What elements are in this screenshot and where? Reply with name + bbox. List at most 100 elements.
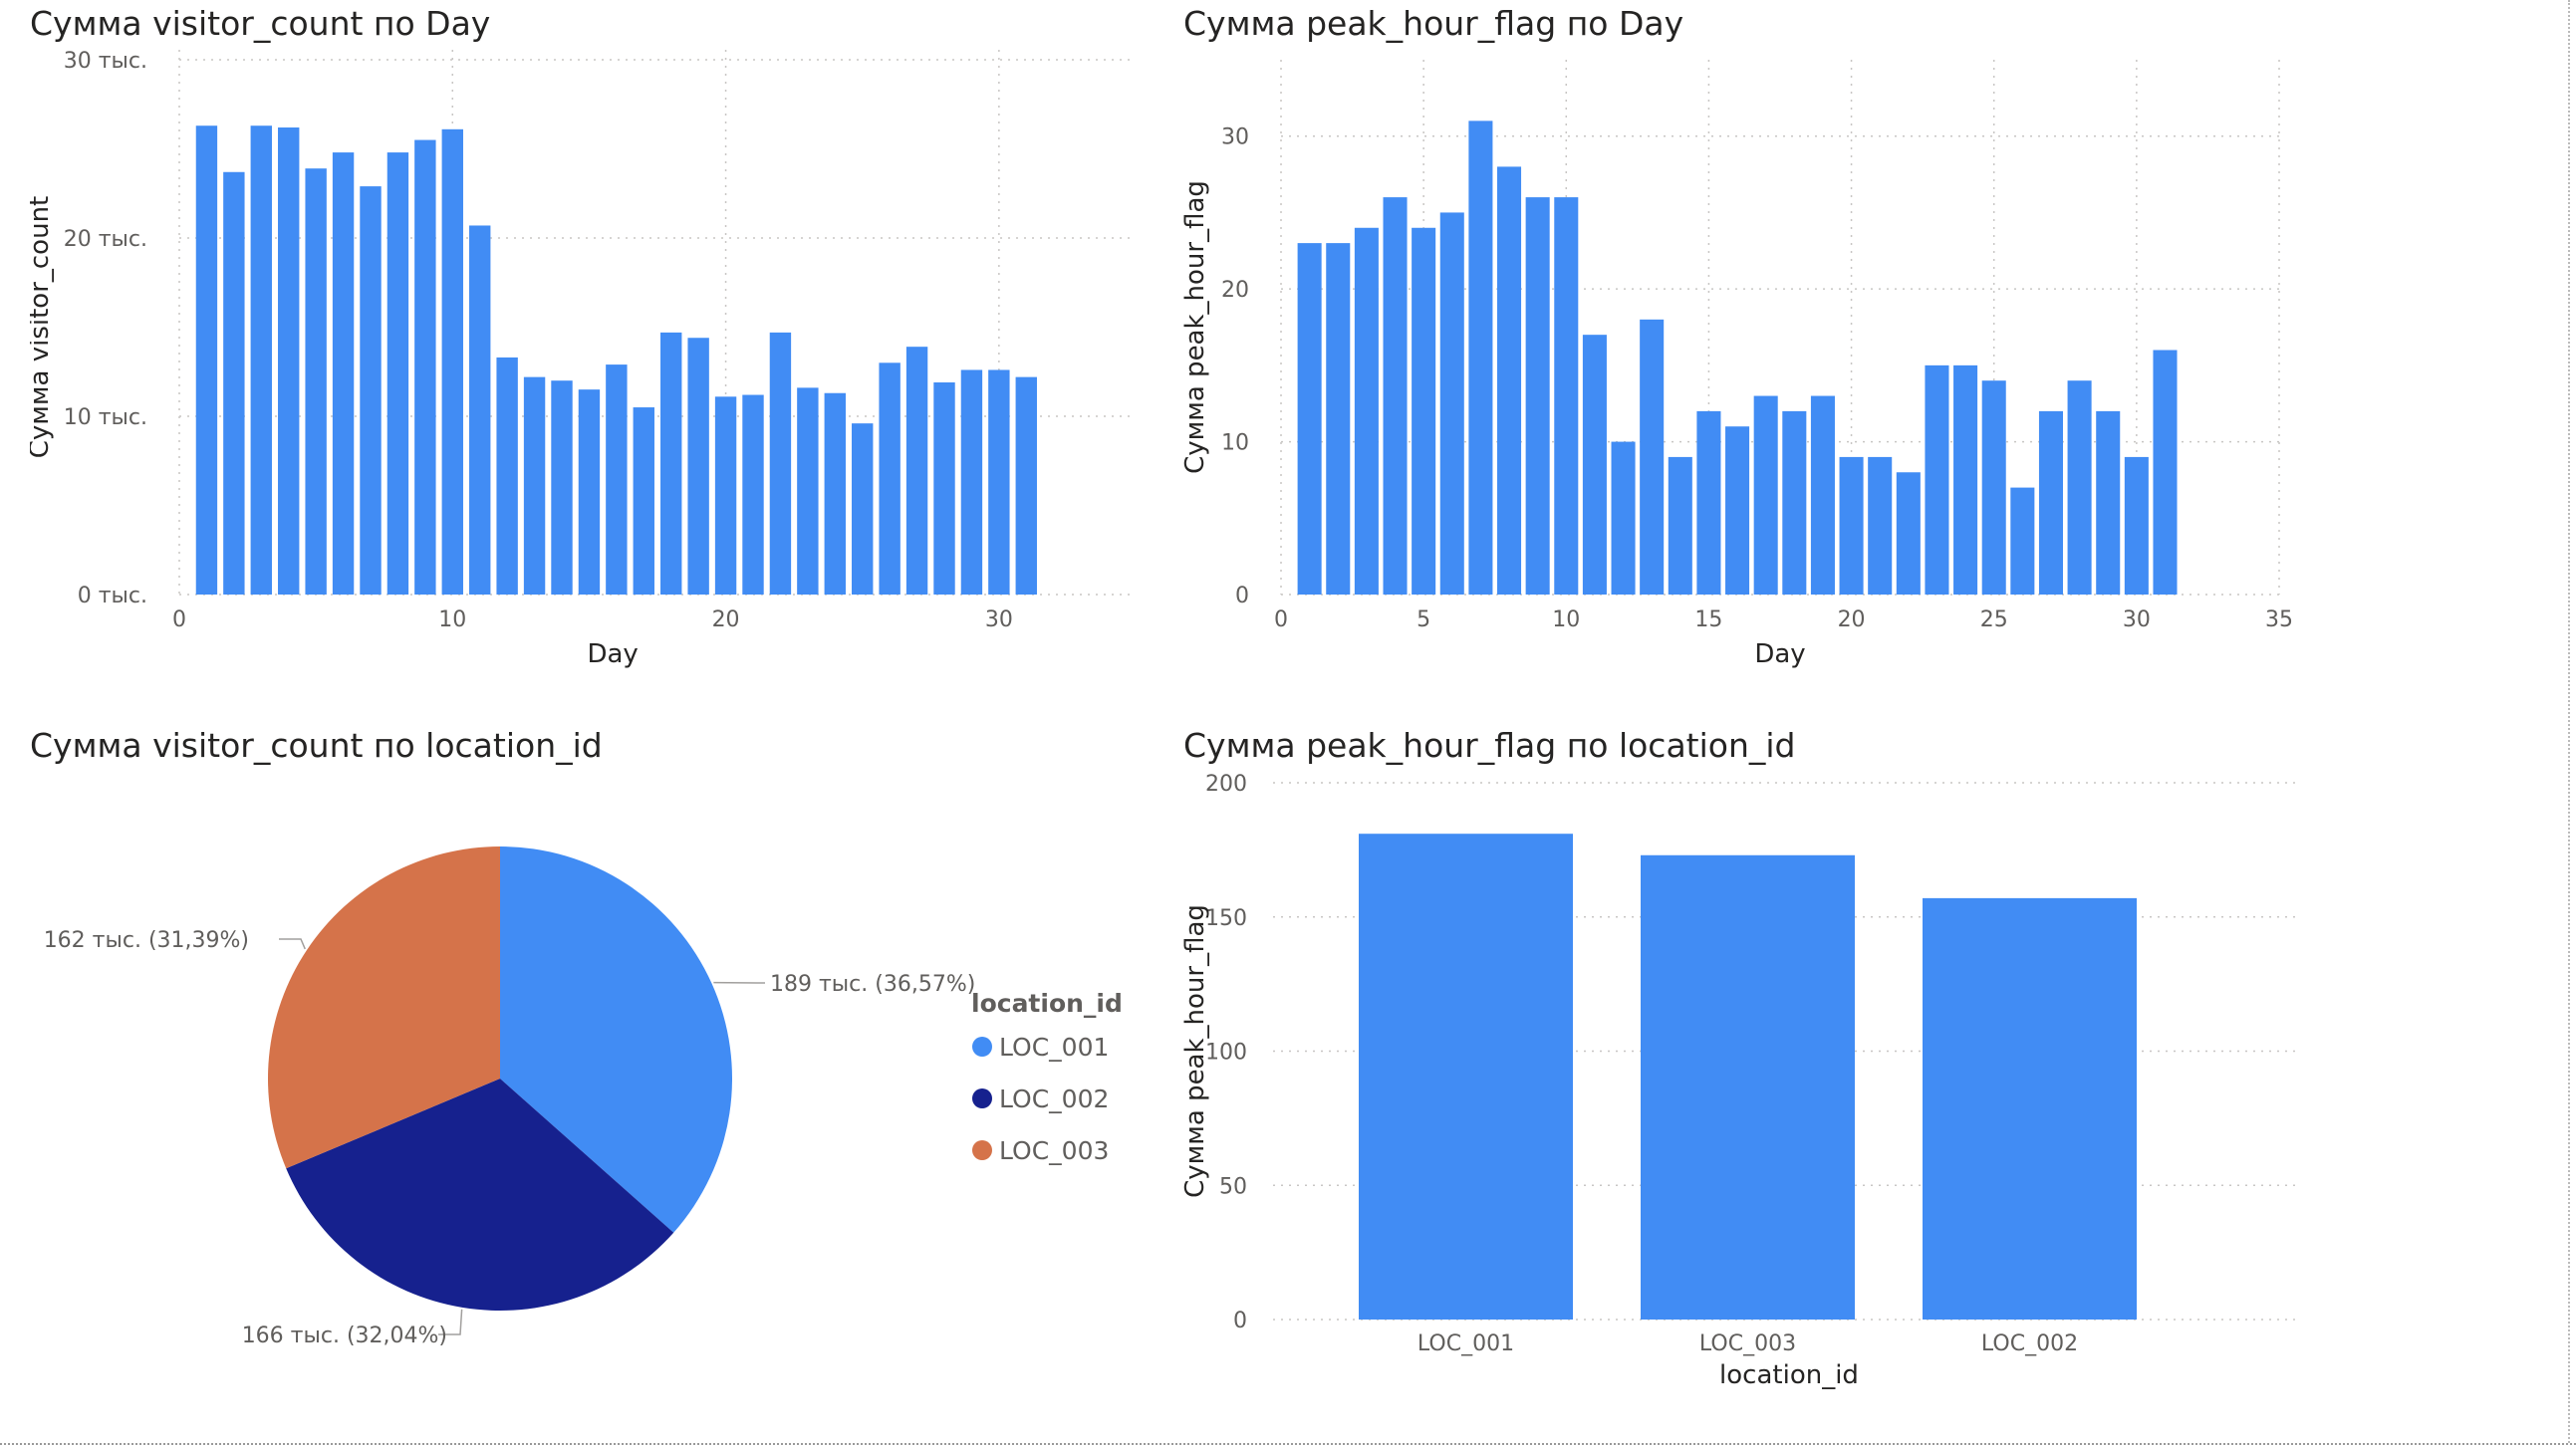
y-tick-label: 150	[1205, 906, 1247, 931]
bar	[2153, 350, 2178, 595]
bar	[441, 128, 463, 595]
bar	[1725, 426, 1750, 595]
bar	[1468, 120, 1493, 595]
legend-marker	[972, 1088, 992, 1108]
bar	[551, 380, 573, 595]
pie-chart-visitor-count[interactable]: 189 тыс. (36,57%) 166 тыс. (32,04%) 162 ты…	[30, 722, 1156, 1409]
chart-visitor-count-by-location[interactable]: Сумма visitor_count по location_id 189 т…	[30, 722, 1156, 1409]
bar	[2067, 380, 2092, 595]
x-tick-label: 30	[985, 607, 1013, 632]
bar-chart-peak-hour-by-location[interactable]: 0 50 100 150 200 LOC_001 LOC_003 LOC_002locatio…	[1183, 722, 2319, 1409]
bar	[1554, 197, 1579, 596]
bar	[305, 168, 327, 595]
x-tick-label: 20	[1838, 607, 1866, 632]
bar	[824, 392, 846, 595]
bar	[1641, 854, 1855, 1320]
legend-marker	[972, 1140, 992, 1160]
x-tick-label: LOC_003	[1699, 1331, 1796, 1356]
bar	[633, 407, 654, 595]
x-axis-title: Day	[1754, 639, 1805, 669]
page-right-divider	[2568, 0, 2570, 1443]
bar	[2010, 487, 2035, 595]
y-tick-label: 20	[1221, 278, 1249, 303]
bar-chart-visitor-count[interactable]: 0 тыс.10 тыс.20 тыс.30 тыс.0 10 20 30DayСум…	[30, 0, 1146, 697]
bar	[1354, 227, 1379, 595]
pie-leader-line	[279, 938, 306, 950]
legend-item: LOC_001	[999, 1033, 1109, 1062]
bar	[660, 332, 682, 595]
x-tick-label: 20	[712, 607, 740, 632]
bar	[879, 362, 901, 595]
chart-peak-hour-flag-by-day[interactable]: Сумма peak_hour_flag по Day 0 10 20 30 0 5 10 1…	[1183, 0, 2319, 697]
legend-item: LOC_003	[999, 1136, 1109, 1165]
bar	[1412, 227, 1436, 595]
y-tick-label: 0	[1235, 584, 1249, 608]
chart-title: Сумма peak_hour_flag по Day	[1183, 4, 1684, 43]
bar	[1753, 395, 1778, 595]
bar	[1383, 197, 1408, 596]
legend-marker	[972, 1037, 992, 1057]
x-axis-title: location_id	[1719, 1360, 1859, 1390]
pie-data-label: 162 тыс. (31,39%)	[44, 928, 249, 953]
x-tick-label: 10	[438, 607, 466, 632]
x-axis-title: Day	[587, 639, 638, 669]
pie-slice	[286, 1079, 674, 1311]
bar	[1640, 319, 1665, 595]
bar	[1782, 410, 1807, 595]
bar	[1297, 243, 1322, 595]
bar	[742, 394, 764, 595]
bar	[1868, 456, 1893, 595]
bar-chart-peak-hour-by-day[interactable]: 0 10 20 30 0 5 10 15 20 25 30 35 Day Сумма peak_hour_…	[1183, 0, 2319, 697]
bar	[1525, 197, 1550, 596]
y-tick-label: 0 тыс.	[78, 584, 147, 608]
y-axis-title: Сумма visitor_count	[30, 196, 55, 459]
pie-data-label: 166 тыс. (32,04%)	[242, 1324, 447, 1348]
y-tick-label: 100	[1205, 1041, 1247, 1066]
bar	[386, 152, 409, 595]
y-tick-label: 10	[1221, 431, 1249, 456]
bar	[469, 225, 491, 595]
bar	[769, 332, 792, 595]
bar	[578, 389, 601, 595]
chart-visitor-count-by-day[interactable]: Сумма visitor_count по Day 0 тыс. 10 тыс.…	[30, 0, 1146, 697]
bar	[1810, 395, 1835, 595]
bar	[1923, 897, 2137, 1320]
pie-slice	[500, 846, 732, 1233]
x-tick-label: 10	[1552, 607, 1580, 632]
bar	[1015, 376, 1037, 595]
y-tick-label: 0	[1233, 1309, 1247, 1333]
bar	[278, 127, 300, 595]
chart-title: Сумма visitor_count по Day	[30, 4, 491, 43]
bar	[1953, 364, 1978, 595]
bar	[1696, 410, 1721, 595]
page-bottom-divider	[0, 1443, 2576, 1445]
bar	[1839, 456, 1864, 595]
y-axis-title: Сумма peak_hour_flag	[1183, 180, 1210, 474]
pie-data-label: 189 тыс. (36,57%)	[770, 972, 975, 997]
bar	[1497, 166, 1522, 595]
bar	[414, 139, 436, 596]
bar	[1668, 456, 1692, 595]
x-tick-label: 30	[2123, 607, 2151, 632]
y-tick-label: 30 тыс.	[64, 49, 147, 74]
chart-title: Сумма visitor_count по location_id	[30, 726, 603, 765]
bar	[988, 369, 1010, 595]
x-tick-label: 5	[1417, 607, 1430, 632]
y-axis-title: Сумма peak_hour_flag	[1183, 904, 1210, 1198]
bar	[687, 338, 709, 595]
y-tick-label: 10 тыс.	[64, 405, 147, 430]
bar	[1359, 834, 1573, 1320]
bar	[714, 396, 737, 595]
legend-item: LOC_002	[999, 1084, 1109, 1113]
bar	[905, 347, 928, 595]
y-tick-label: 30	[1221, 125, 1249, 150]
bar	[933, 381, 955, 595]
bar	[2124, 456, 2149, 595]
x-tick-label: 0	[172, 607, 186, 632]
bar	[1582, 335, 1607, 595]
x-tick-label: LOC_001	[1417, 1331, 1514, 1356]
chart-peak-hour-flag-by-location[interactable]: Сумма peak_hour_flag по location_id 0 50 1…	[1183, 722, 2319, 1409]
y-tick-label: 20 тыс.	[64, 227, 147, 252]
x-tick-label: 15	[1694, 607, 1722, 632]
chart-title: Сумма peak_hour_flag по location_id	[1183, 726, 1796, 765]
